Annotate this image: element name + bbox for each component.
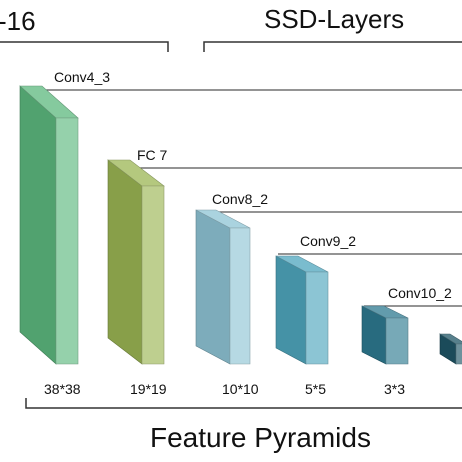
layer-label-fc7: FC 7	[137, 147, 168, 163]
conv4-3-side-face	[19, 85, 57, 365]
layer-label-conv9-2: Conv9_2	[300, 233, 357, 249]
fc7-side-face	[107, 159, 143, 365]
feature-pyramids-title: Feature Pyramids	[150, 422, 371, 453]
ssd-bracket	[203, 41, 462, 52]
conv9-2-front-face	[305, 271, 329, 365]
size-label-3x3: 3*3	[384, 381, 406, 397]
fc7-front-face	[141, 185, 165, 365]
fc7-block	[107, 159, 165, 365]
conv11-2-top-face	[438, 333, 462, 345]
size-label-5x5: 5*5	[305, 381, 327, 397]
conv9-2-block	[275, 255, 329, 365]
conv10-2-front-face	[385, 317, 409, 365]
conv11-2-front-face	[455, 343, 462, 365]
conv4-3-block	[19, 85, 79, 365]
conv8-2-block	[195, 209, 251, 365]
size-label-10x10: 10*10	[222, 381, 259, 397]
layer-label-conv10-2: Conv10_2	[388, 285, 452, 301]
conv9-2-side-face	[275, 255, 307, 365]
ssd-layers-title: SSD-Layers	[264, 4, 405, 34]
size-label-19x19: 19*19	[130, 381, 167, 397]
layer-label-conv4-3: Conv4_3	[54, 69, 111, 85]
pyramid-bracket	[25, 398, 462, 409]
conv11-2-block	[438, 333, 462, 365]
size-label-38x38: 38*38	[44, 381, 81, 397]
conv8-2-side-face	[195, 209, 231, 365]
conv8-2-front-face	[229, 227, 251, 365]
vgg-bracket	[0, 41, 169, 52]
vgg-title: -16	[0, 6, 36, 36]
conv4-3-front-face	[55, 117, 79, 365]
conv10-2-block	[361, 305, 409, 365]
layer-label-conv8-2: Conv8_2	[212, 191, 269, 207]
